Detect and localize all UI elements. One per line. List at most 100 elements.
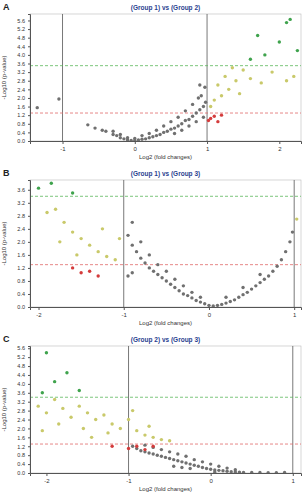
point bbox=[209, 105, 212, 108]
point bbox=[212, 304, 215, 307]
point bbox=[266, 471, 269, 473]
tick: 0.4 bbox=[17, 130, 30, 136]
tick: 0.4 bbox=[17, 461, 30, 467]
tick-label: -2 bbox=[36, 312, 42, 318]
tick-label: 1 bbox=[293, 312, 297, 318]
point bbox=[82, 427, 85, 430]
tick-label: 0.4 bbox=[17, 291, 25, 297]
point bbox=[191, 103, 194, 106]
point bbox=[193, 464, 196, 467]
point bbox=[139, 256, 142, 259]
tick-label: 0.4 bbox=[17, 130, 25, 136]
point bbox=[45, 411, 48, 414]
tick: 0.8 bbox=[17, 278, 30, 284]
point bbox=[254, 284, 257, 287]
point bbox=[184, 119, 187, 122]
tick-label: 1.6 bbox=[17, 435, 25, 441]
tick-mark bbox=[28, 411, 30, 412]
point bbox=[229, 300, 232, 303]
point bbox=[246, 291, 249, 294]
point bbox=[126, 234, 129, 237]
tick-label: 0 bbox=[208, 312, 212, 318]
point bbox=[283, 471, 286, 473]
fold-threshold bbox=[294, 180, 295, 307]
tick: 2 bbox=[278, 141, 282, 152]
tick: 4.8 bbox=[17, 363, 30, 369]
point bbox=[213, 470, 216, 473]
tick-mark bbox=[28, 446, 30, 447]
point bbox=[168, 457, 171, 460]
point bbox=[129, 139, 132, 141]
point bbox=[225, 466, 228, 469]
point bbox=[296, 49, 299, 52]
tick-mark bbox=[209, 307, 210, 310]
point bbox=[41, 429, 44, 432]
point bbox=[200, 94, 203, 97]
series bbox=[131, 443, 286, 473]
tick-label: 4.8 bbox=[17, 363, 25, 369]
point bbox=[291, 230, 294, 233]
axis-line bbox=[31, 142, 302, 145]
point bbox=[62, 221, 65, 224]
point bbox=[78, 389, 81, 392]
point bbox=[131, 271, 134, 274]
tick-label: 3.6 bbox=[17, 390, 25, 396]
tick-label: 0 bbox=[134, 146, 138, 152]
point bbox=[131, 409, 134, 412]
point bbox=[160, 276, 163, 279]
point bbox=[177, 289, 180, 292]
point bbox=[119, 136, 122, 139]
point bbox=[198, 83, 201, 86]
series bbox=[249, 18, 299, 61]
tick-mark bbox=[28, 107, 30, 108]
point bbox=[162, 131, 165, 134]
point bbox=[213, 115, 216, 118]
point bbox=[101, 129, 104, 132]
point bbox=[187, 124, 190, 127]
point bbox=[184, 455, 187, 458]
point bbox=[169, 120, 172, 123]
point bbox=[194, 299, 197, 302]
point bbox=[127, 418, 130, 421]
point bbox=[111, 130, 114, 133]
tick-mark bbox=[28, 64, 30, 65]
title: (Group 1) vs (Group 2) bbox=[131, 4, 200, 12]
point bbox=[209, 462, 212, 465]
point bbox=[187, 118, 190, 121]
axis-line bbox=[28, 181, 31, 308]
tick: 2.4 bbox=[17, 87, 30, 93]
point bbox=[168, 439, 171, 442]
tick-mark bbox=[28, 29, 30, 30]
tick: 0 bbox=[208, 307, 212, 318]
series bbox=[71, 266, 100, 278]
tick: 4.4 bbox=[17, 372, 30, 378]
point bbox=[234, 79, 237, 82]
point bbox=[202, 105, 205, 108]
point bbox=[180, 129, 183, 132]
tick-mark bbox=[28, 216, 30, 217]
tick-mark bbox=[39, 307, 40, 310]
point bbox=[135, 429, 138, 432]
title: (Group 1) vs (Group 3) bbox=[131, 170, 200, 178]
point bbox=[131, 243, 134, 246]
point bbox=[57, 97, 60, 100]
tick: 2.4 bbox=[17, 417, 30, 423]
point bbox=[143, 433, 146, 436]
point bbox=[188, 467, 191, 470]
point bbox=[203, 302, 206, 305]
point bbox=[122, 137, 125, 140]
point bbox=[249, 58, 252, 61]
point bbox=[88, 243, 91, 246]
series bbox=[41, 351, 81, 395]
title: (Group 2) vs (Group 3) bbox=[131, 336, 200, 344]
point bbox=[180, 122, 183, 125]
axis-line bbox=[31, 308, 302, 311]
point bbox=[176, 124, 179, 127]
point bbox=[139, 449, 142, 452]
tick: 3.2 bbox=[17, 200, 30, 206]
panel: A(Group 1) vs (Group 2)-10120.00.40.81.2… bbox=[1, 2, 302, 160]
axis-line bbox=[28, 347, 31, 474]
tick-mark bbox=[28, 55, 30, 56]
point bbox=[288, 18, 291, 21]
tick: 1.6 bbox=[17, 104, 30, 110]
